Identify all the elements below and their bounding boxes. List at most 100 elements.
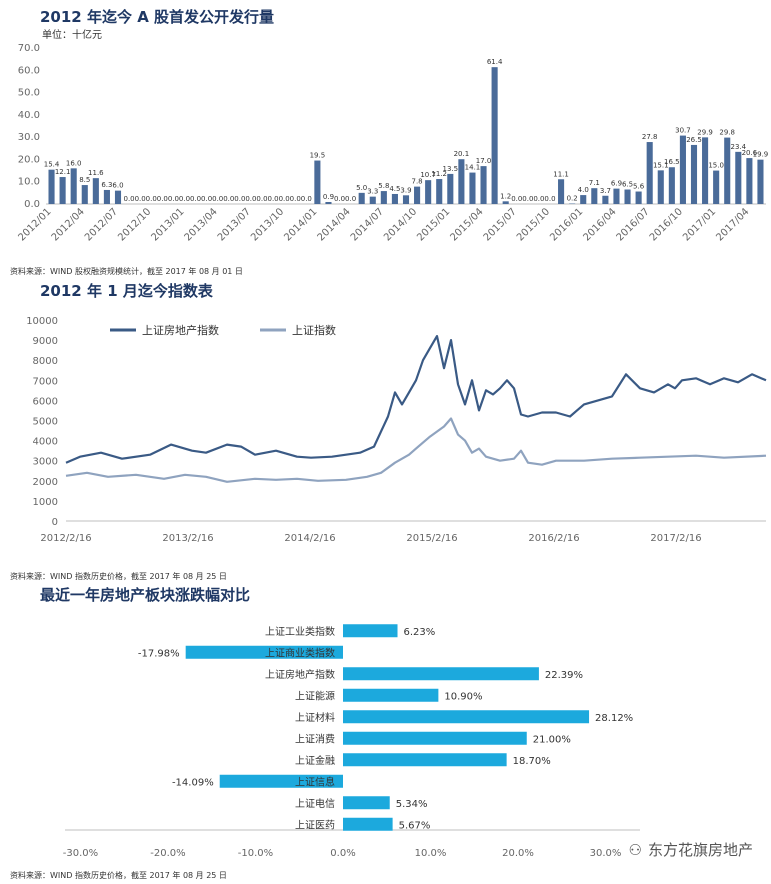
bar-data-label: 6.5 <box>622 181 633 189</box>
x-tick-label: 2013/10 <box>249 206 286 243</box>
chart1-unit: 单位：十亿元 <box>42 30 102 41</box>
bar-data-label: 4.5 <box>389 185 400 193</box>
bar-data-label: 22.39% <box>545 670 583 681</box>
y-tick-label: 50.0 <box>18 88 40 99</box>
bar-data-label: 0.0 <box>279 195 290 203</box>
x-tick-label: 20.0% <box>502 848 534 859</box>
x-tick-label: -20.0% <box>150 848 185 859</box>
bar <box>369 196 376 204</box>
series-line-real-estate-index <box>65 334 767 464</box>
bar <box>343 796 390 810</box>
sector-change-bar-chart: -30.0% -20.0% -10.0% 0.0% 10.0% 20.0% 30.0% 上证工… <box>63 624 640 859</box>
bar-data-label: 17.0 <box>476 157 492 165</box>
bar <box>343 624 398 638</box>
bar <box>219 774 343 788</box>
watermark-text: 东方花旗房地产 <box>647 841 753 859</box>
x-tick-label: 2012/01 <box>17 206 54 243</box>
x-tick-label: 2015/2/16 <box>406 533 457 544</box>
bar <box>624 189 631 204</box>
x-tick-label: 2012/10 <box>116 206 153 243</box>
y-tick-label: 10000 <box>26 316 58 327</box>
bar-data-label: 28.12% <box>595 713 633 724</box>
bar-data-label: 6.3 <box>101 181 112 189</box>
x-tick-label: 2013/07 <box>216 206 253 243</box>
bar <box>391 193 398 204</box>
y-tick-label: 6000 <box>33 396 58 407</box>
index-line-chart: 0 1000 2000 3000 4000 5000 6000 7000 8000 9000 100… <box>26 316 767 544</box>
bar-data-label: 29.8 <box>719 129 735 137</box>
x-tick-label: 2014/01 <box>282 206 319 243</box>
bar-data-label: 6.23% <box>404 627 436 638</box>
bar-data-label: 15.0 <box>708 162 724 170</box>
bar-data-label: 3.3 <box>367 188 378 196</box>
bar-data-label: 5.6 <box>633 183 645 191</box>
bar-data-label: -14.09% <box>172 777 214 788</box>
x-tick-label: 2017/04 <box>714 206 751 243</box>
bar-data-label: 0.0 <box>201 195 212 203</box>
bar-data-label: 0.0 <box>511 195 522 203</box>
y-tick-label: 2000 <box>33 477 58 488</box>
bar-data-label: 21.00% <box>533 734 571 745</box>
bar-data-label: 16.5 <box>664 158 680 166</box>
legend-label: 上证房地产指数 <box>142 323 219 337</box>
bar <box>613 188 620 204</box>
category-label: 上证消费 <box>295 732 335 745</box>
bar-data-label: 11.6 <box>88 169 104 177</box>
bar <box>657 170 664 204</box>
x-tick-label: 10.0% <box>415 848 447 859</box>
y-tick-label: 1000 <box>33 497 58 508</box>
bar-data-label: 5.8 <box>378 182 389 190</box>
bar-data-label: 23.4 <box>731 143 747 151</box>
bar <box>679 135 686 204</box>
chart2-source: 资料来源：WIND 指数历史价格，截至 2017 年 08 月 25 日 <box>10 572 227 581</box>
x-tick-label: 2016/04 <box>581 206 618 243</box>
series-line-shanghai-composite <box>65 417 767 483</box>
bar-data-label: 0.0 <box>234 195 245 203</box>
bar <box>81 185 88 204</box>
bar <box>558 179 565 204</box>
bar-data-label: 0.0 <box>223 195 234 203</box>
x-tick-label: 2017/2/16 <box>650 533 701 544</box>
bar-data-label: 0.0 <box>345 195 356 203</box>
y-tick-label: 7000 <box>33 376 58 387</box>
x-tick-label: 2015/04 <box>449 206 486 243</box>
bar <box>491 67 498 204</box>
bar <box>469 172 476 204</box>
bar <box>502 201 509 204</box>
chart2-title: 2012 年 1 月迄今指数表 <box>40 282 213 300</box>
bar <box>668 167 675 204</box>
category-label: 上证信息 <box>295 775 335 788</box>
category-label: 上证医药 <box>295 819 335 831</box>
y-tick-label: 40.0 <box>18 110 40 121</box>
x-tick-label: 2012/07 <box>83 206 120 243</box>
category-label: 上证能源 <box>295 689 335 702</box>
bar-data-label: 0.0 <box>522 195 533 203</box>
legend-label: 上证指数 <box>292 323 336 337</box>
bar-data-label: 7.8 <box>412 178 423 186</box>
bar-data-label: 15.1 <box>653 161 669 169</box>
chart1-source: 资料来源：WIND 股权融资规模统计，截至 2017 年 08 月 01 日 <box>10 267 243 276</box>
bar-data-label: 8.5 <box>79 176 90 184</box>
bar-data-label: 12.1 <box>55 168 71 176</box>
y-tick-label: 9000 <box>33 336 58 347</box>
bar <box>402 195 410 204</box>
bar-data-label: 0.0 <box>290 195 301 203</box>
bar-data-label: 18.70% <box>513 756 551 767</box>
x-tick-label: 2015/10 <box>515 206 552 243</box>
bar-data-label: 0.0 <box>268 195 279 203</box>
bar-data-label: 7.1 <box>589 179 600 187</box>
bar <box>343 710 590 724</box>
bar <box>343 817 393 831</box>
bar-data-label: 11.2 <box>431 170 447 178</box>
bar <box>314 160 321 204</box>
y-tick-label: 60.0 <box>18 65 40 76</box>
x-tick-label: 2016/01 <box>548 206 585 243</box>
y-tick-label: 5000 <box>33 417 58 428</box>
bar-data-label: 5.67% <box>399 820 431 831</box>
bar <box>602 195 609 204</box>
bar-data-label: 0.0 <box>212 195 223 203</box>
bar <box>746 158 753 204</box>
bar <box>343 667 539 681</box>
bar-data-label: 27.8 <box>642 133 658 141</box>
bar <box>635 191 642 204</box>
